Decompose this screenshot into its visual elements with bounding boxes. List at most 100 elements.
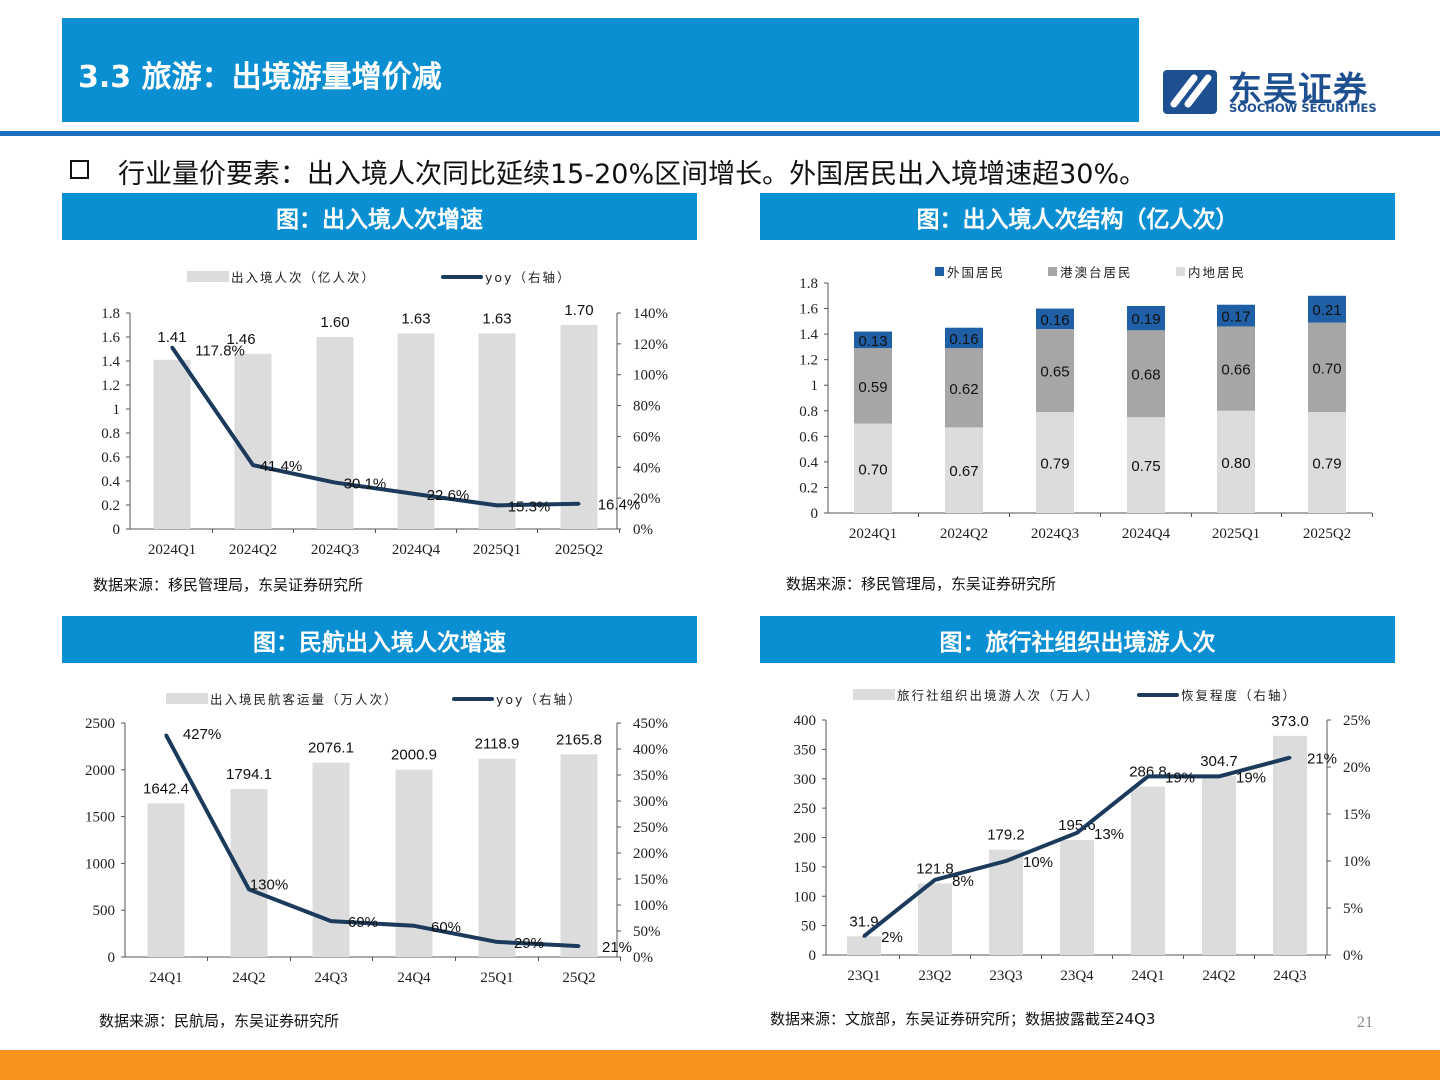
- x-tick-label: 24Q2: [1202, 968, 1235, 984]
- y2-tick-label: 10%: [1343, 854, 1371, 870]
- bar-segment: [1308, 412, 1346, 513]
- bar: [1202, 775, 1236, 955]
- x-tick-label: 24Q1: [149, 970, 182, 986]
- bar-data-label: 1.70: [564, 302, 593, 319]
- line-data-label: 16.4%: [598, 497, 641, 514]
- bar-segment: [1127, 417, 1165, 513]
- bar: [1273, 735, 1307, 955]
- line-data-label: 117.8%: [195, 342, 245, 359]
- x-tick-label: 23Q2: [918, 968, 951, 984]
- y2-tick-label: 100%: [633, 368, 668, 384]
- line-data-label: 19%: [1165, 769, 1195, 786]
- x-tick-label: 2024Q2: [229, 542, 277, 558]
- bar: [560, 754, 598, 957]
- y-tick-label: 0: [811, 506, 819, 522]
- bar-data-label: 1794.1: [226, 766, 272, 783]
- y2-tick-label: 40%: [633, 460, 661, 476]
- line-point: [862, 934, 866, 938]
- yoy-line: [164, 734, 580, 949]
- x-tick-label: 2024Q3: [1031, 526, 1079, 542]
- bullet-square-icon: [70, 160, 89, 179]
- legend-item-hkmt: 港澳台居民: [1048, 262, 1133, 281]
- bar-data-label: 2165.8: [556, 731, 602, 748]
- y2-tick-label: 15%: [1343, 807, 1371, 823]
- legend-label: 内地居民: [1188, 265, 1247, 280]
- line-point: [495, 503, 499, 507]
- bar-segment: [1217, 304, 1255, 327]
- legend-item-bar: 出入境民航客运量（万人次）: [166, 689, 399, 708]
- y2-tick-label: 120%: [633, 337, 668, 353]
- bar: [478, 758, 516, 957]
- y-tick-label: 1.6: [101, 330, 120, 346]
- line-data-label: 29%: [514, 935, 544, 952]
- y-tick-label: 300: [794, 772, 817, 788]
- footer-bar: [0, 1050, 1440, 1080]
- x-tick-label: 25Q1: [480, 970, 513, 986]
- legend-swatch: [441, 274, 483, 279]
- line-point: [1146, 774, 1150, 778]
- legend-label: 出入境民航客运量（万人次）: [210, 692, 399, 707]
- line-point: [164, 733, 168, 737]
- bar-data-label: 1.41: [157, 329, 186, 346]
- logo-text-cn: 东吴证券: [1228, 70, 1368, 110]
- line-point: [247, 887, 251, 891]
- source-note-2: 数据来源：移民管理局，东吴证券研究所: [786, 575, 1057, 593]
- y2-tick-label: 350%: [633, 768, 668, 784]
- x-tick-label: 2024Q2: [940, 526, 988, 542]
- bar-data-label: 1642.4: [143, 780, 189, 797]
- x-tick-label: 24Q3: [1273, 968, 1306, 984]
- y-tick-label: 0.4: [101, 474, 120, 490]
- y2-tick-label: 25%: [1343, 713, 1371, 729]
- x-tick-label: 23Q3: [989, 968, 1022, 984]
- x-tick-label: 24Q4: [397, 970, 431, 986]
- data-label: 0.79: [1040, 456, 1069, 473]
- y2-tick-label: 0%: [1343, 948, 1363, 964]
- y2-tick-label: 100%: [633, 898, 668, 914]
- y-tick-label: 0.2: [101, 498, 120, 514]
- bar-segment: [1127, 330, 1165, 418]
- bar: [234, 353, 272, 529]
- data-label: 0.62: [949, 381, 978, 398]
- y2-tick-label: 250%: [633, 820, 668, 836]
- legend-item-bar: 出入境人次（亿人次）: [187, 267, 376, 286]
- data-label: 0.17: [1221, 309, 1250, 326]
- line-point: [1288, 756, 1292, 760]
- yoy-line: [170, 346, 580, 508]
- y2-tick-label: 5%: [1343, 901, 1363, 917]
- y-tick-label: 250: [794, 801, 817, 817]
- bar-segment: [854, 348, 892, 424]
- bar: [847, 936, 881, 955]
- data-label: 0.66: [1221, 362, 1250, 379]
- x-tick-label: 2025Q2: [555, 542, 603, 558]
- legend-label: 旅行社组织出境游人次（万人）: [897, 688, 1101, 703]
- bar-data-label: 179.2: [987, 827, 1025, 844]
- bar-data-label: 2000.9: [391, 747, 437, 764]
- y2-tick-label: 140%: [633, 306, 668, 322]
- y2-tick-label: 20%: [633, 491, 661, 507]
- y2-tick-label: 0%: [633, 950, 653, 966]
- data-label: 0.16: [1040, 312, 1069, 329]
- header-banner: [62, 18, 1139, 122]
- bar: [478, 333, 516, 529]
- x-tick-label: 23Q4: [1060, 968, 1094, 984]
- bar-data-label: 304.7: [1200, 753, 1238, 770]
- y-tick-label: 0.6: [799, 429, 818, 445]
- panel-title-4: 图：旅行社组织出境游人次: [760, 616, 1395, 663]
- x-tick-label: 23Q1: [847, 968, 880, 984]
- legend-swatch: [853, 689, 895, 700]
- bar-segment: [1308, 322, 1346, 413]
- line-data-label: 15.3%: [508, 498, 551, 515]
- bar-segment: [854, 331, 892, 349]
- bar-data-label: 1.63: [482, 310, 511, 327]
- y2-tick-label: 50%: [633, 924, 661, 940]
- bar: [1131, 786, 1165, 955]
- bar-data-label: 373.0: [1271, 713, 1309, 730]
- data-label: 0.67: [949, 463, 978, 480]
- legend-item-mainland: 内地居民: [1176, 262, 1246, 281]
- data-label: 0.79: [1312, 456, 1341, 473]
- y2-tick-label: 0%: [633, 522, 653, 538]
- y2-tick-label: 80%: [633, 399, 661, 415]
- y-tick-label: 1: [811, 378, 819, 394]
- header-rule: [0, 131, 1440, 136]
- line-point: [414, 492, 418, 496]
